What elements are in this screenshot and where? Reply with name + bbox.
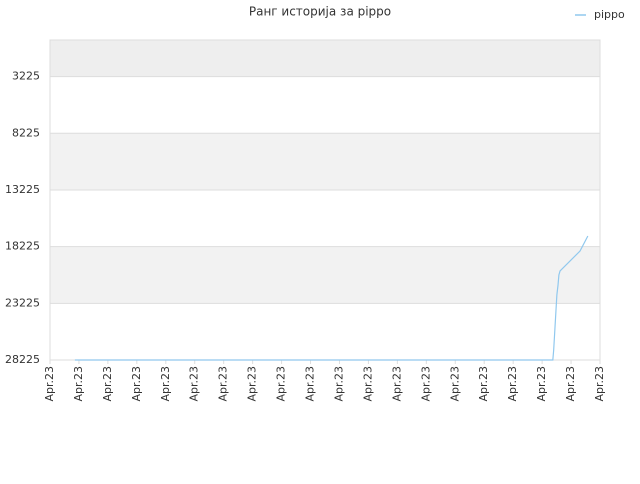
legend-label: pippo <box>594 8 625 21</box>
x-tick-label: Apr.23 <box>275 366 288 402</box>
x-tick-label: Apr.23 <box>564 366 577 402</box>
x-tick-label: Apr.23 <box>159 366 172 402</box>
x-tick-label: Apr.23 <box>130 366 143 402</box>
x-tick-label: Apr.23 <box>419 366 432 402</box>
x-tick-label: Apr.23 <box>477 366 490 402</box>
x-tick-label: Apr.23 <box>535 366 548 402</box>
x-tick-label: Apr.23 <box>246 366 259 402</box>
x-tick-label: Apr.23 <box>43 366 56 402</box>
y-tick-label: 13225 <box>5 183 40 196</box>
grid-band <box>50 303 600 360</box>
x-tick-label: Apr.23 <box>506 366 519 402</box>
y-tick-label: 3225 <box>12 70 40 83</box>
x-tick-label: Apr.23 <box>188 366 201 402</box>
chart-title: Ранг историја за pippo <box>249 5 391 19</box>
y-tick-label: 18225 <box>5 240 40 253</box>
x-tick-label: Apr.23 <box>72 366 85 402</box>
y-tick-label: 23225 <box>5 296 40 309</box>
grid-band <box>50 246 600 304</box>
x-tick-label: Apr.23 <box>101 366 114 402</box>
grid-band <box>50 133 600 190</box>
y-tick-label: 28225 <box>5 353 40 366</box>
x-tick-label: Apr.23 <box>361 366 374 402</box>
grid-band <box>50 189 600 247</box>
grid-band <box>50 40 600 77</box>
x-tick-label: Apr.23 <box>448 366 461 402</box>
x-tick-label: Apr.23 <box>390 366 403 402</box>
line <box>74 235 589 361</box>
x-tick-label: Apr.23 <box>332 366 345 402</box>
grid-band <box>50 76 600 134</box>
x-tick-label: Apr.23 <box>217 366 230 402</box>
x-tick-label: Apr.23 <box>593 366 606 402</box>
y-tick-label: 8225 <box>12 126 40 139</box>
x-tick-label: Apr.23 <box>304 366 317 402</box>
